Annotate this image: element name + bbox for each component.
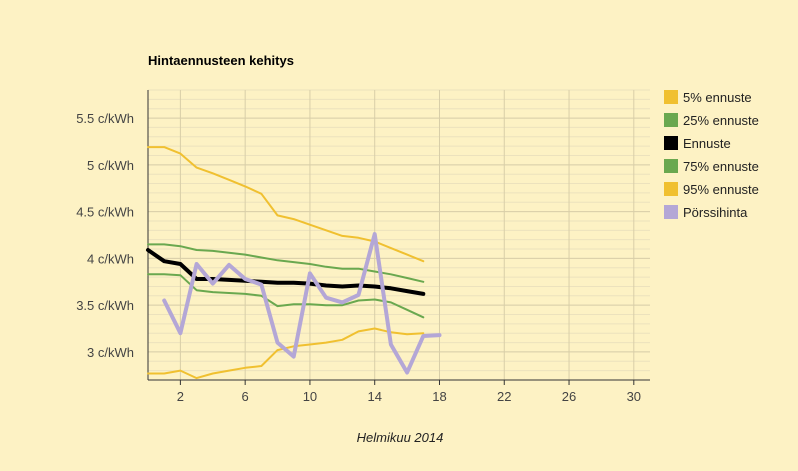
series-line-p-rssihinta	[162, 232, 442, 375]
x-tick-label: 14	[367, 389, 381, 404]
y-tick-label: 3.5 c/kWh	[76, 298, 134, 313]
legend-label: Ennuste	[683, 136, 731, 151]
y-tick-label: 4.5 c/kWh	[76, 205, 134, 220]
legend-swatch	[664, 136, 678, 150]
y-tick-label: 4 c/kWh	[87, 251, 134, 266]
x-tick-label: 30	[627, 389, 641, 404]
legend-label: 95% ennuste	[683, 182, 759, 197]
chart-title: Hintaennusteen kehitys	[148, 53, 294, 68]
x-tick-label: 22	[497, 389, 511, 404]
y-tick-label: 5.5 c/kWh	[76, 111, 134, 126]
legend-label: 75% ennuste	[683, 159, 759, 174]
axes: 3 c/kWh 3.5 c/kWh 4 c/kWh 4.5 c/kWh 5 c/kWh 5…	[76, 90, 650, 404]
legend-swatch	[664, 159, 678, 173]
legend: 5% ennuste 25% ennuste Ennuste 75% ennuste 9…	[664, 90, 759, 220]
x-tick-label: 26	[562, 389, 576, 404]
x-tick-label: 2	[177, 389, 184, 404]
x-axis-label: Helmikuu 2014	[357, 430, 444, 445]
series-line-25-ennuste	[147, 273, 425, 319]
grid	[148, 89, 650, 381]
series-line-95-ennuste	[147, 146, 425, 263]
legend-swatch	[664, 90, 678, 104]
legend-swatch	[664, 113, 678, 127]
legend-label: 5% ennuste	[683, 90, 752, 105]
x-tick-label: 6	[242, 389, 249, 404]
series-lines	[146, 146, 442, 380]
x-tick-label: 10	[303, 389, 317, 404]
legend-swatch	[664, 182, 678, 196]
legend-label: Pörssihinta	[683, 205, 748, 220]
y-tick-label: 3 c/kWh	[87, 345, 134, 360]
series-line-75-ennuste	[147, 243, 425, 283]
x-tick-label: 18	[432, 389, 446, 404]
legend-label: 25% ennuste	[683, 113, 759, 128]
legend-swatch	[664, 205, 678, 219]
y-tick-label: 5 c/kWh	[87, 158, 134, 173]
